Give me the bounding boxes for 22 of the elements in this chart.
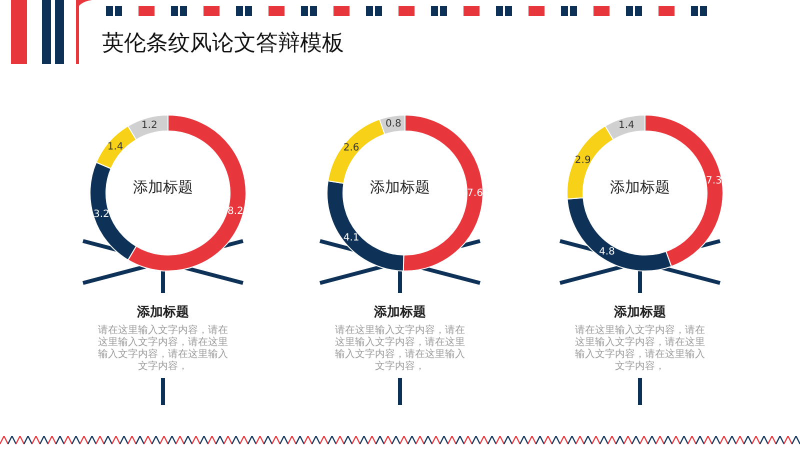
data-label: 7.3 [706,175,722,186]
text: 请在这里输入文字内容，请在这里输入文字内容，请在这里输入文字内容，请在这里输入文字内容， [574,325,706,373]
text: 添加标题 [613,304,667,321]
data-label: 2.9 [574,155,591,166]
data-label: 1.2 [141,120,158,132]
text: 请在这里输入文字内容，请在这里输入文字内容，请在这里输入文字内容，请在这里输入文字内容， [97,325,229,373]
data-label: 0.8 [385,118,402,130]
text: 请在这里输入文字内容，请在这里输入文字内容，请在这里输入文字内容，请在这里输入文字内容， [334,325,466,373]
text: 添加标题 [136,304,190,321]
data-label: 1.4 [618,120,634,131]
text: 英伦条纹风论文答辩模板 [102,30,344,58]
data-label: 7.6 [467,188,483,200]
data-label: 3.2 [93,209,110,220]
data-label: 1.4 [107,141,124,152]
data-label: 8.2 [228,206,244,218]
data-label: 4.8 [598,246,615,258]
text: 添加标题 [370,178,430,196]
data-label: 4.1 [343,232,360,244]
text: 添加标题 [132,178,194,197]
text: 添加标题 [610,178,670,196]
text: 添加标题 [373,304,427,321]
data-label: 2.6 [343,142,360,154]
